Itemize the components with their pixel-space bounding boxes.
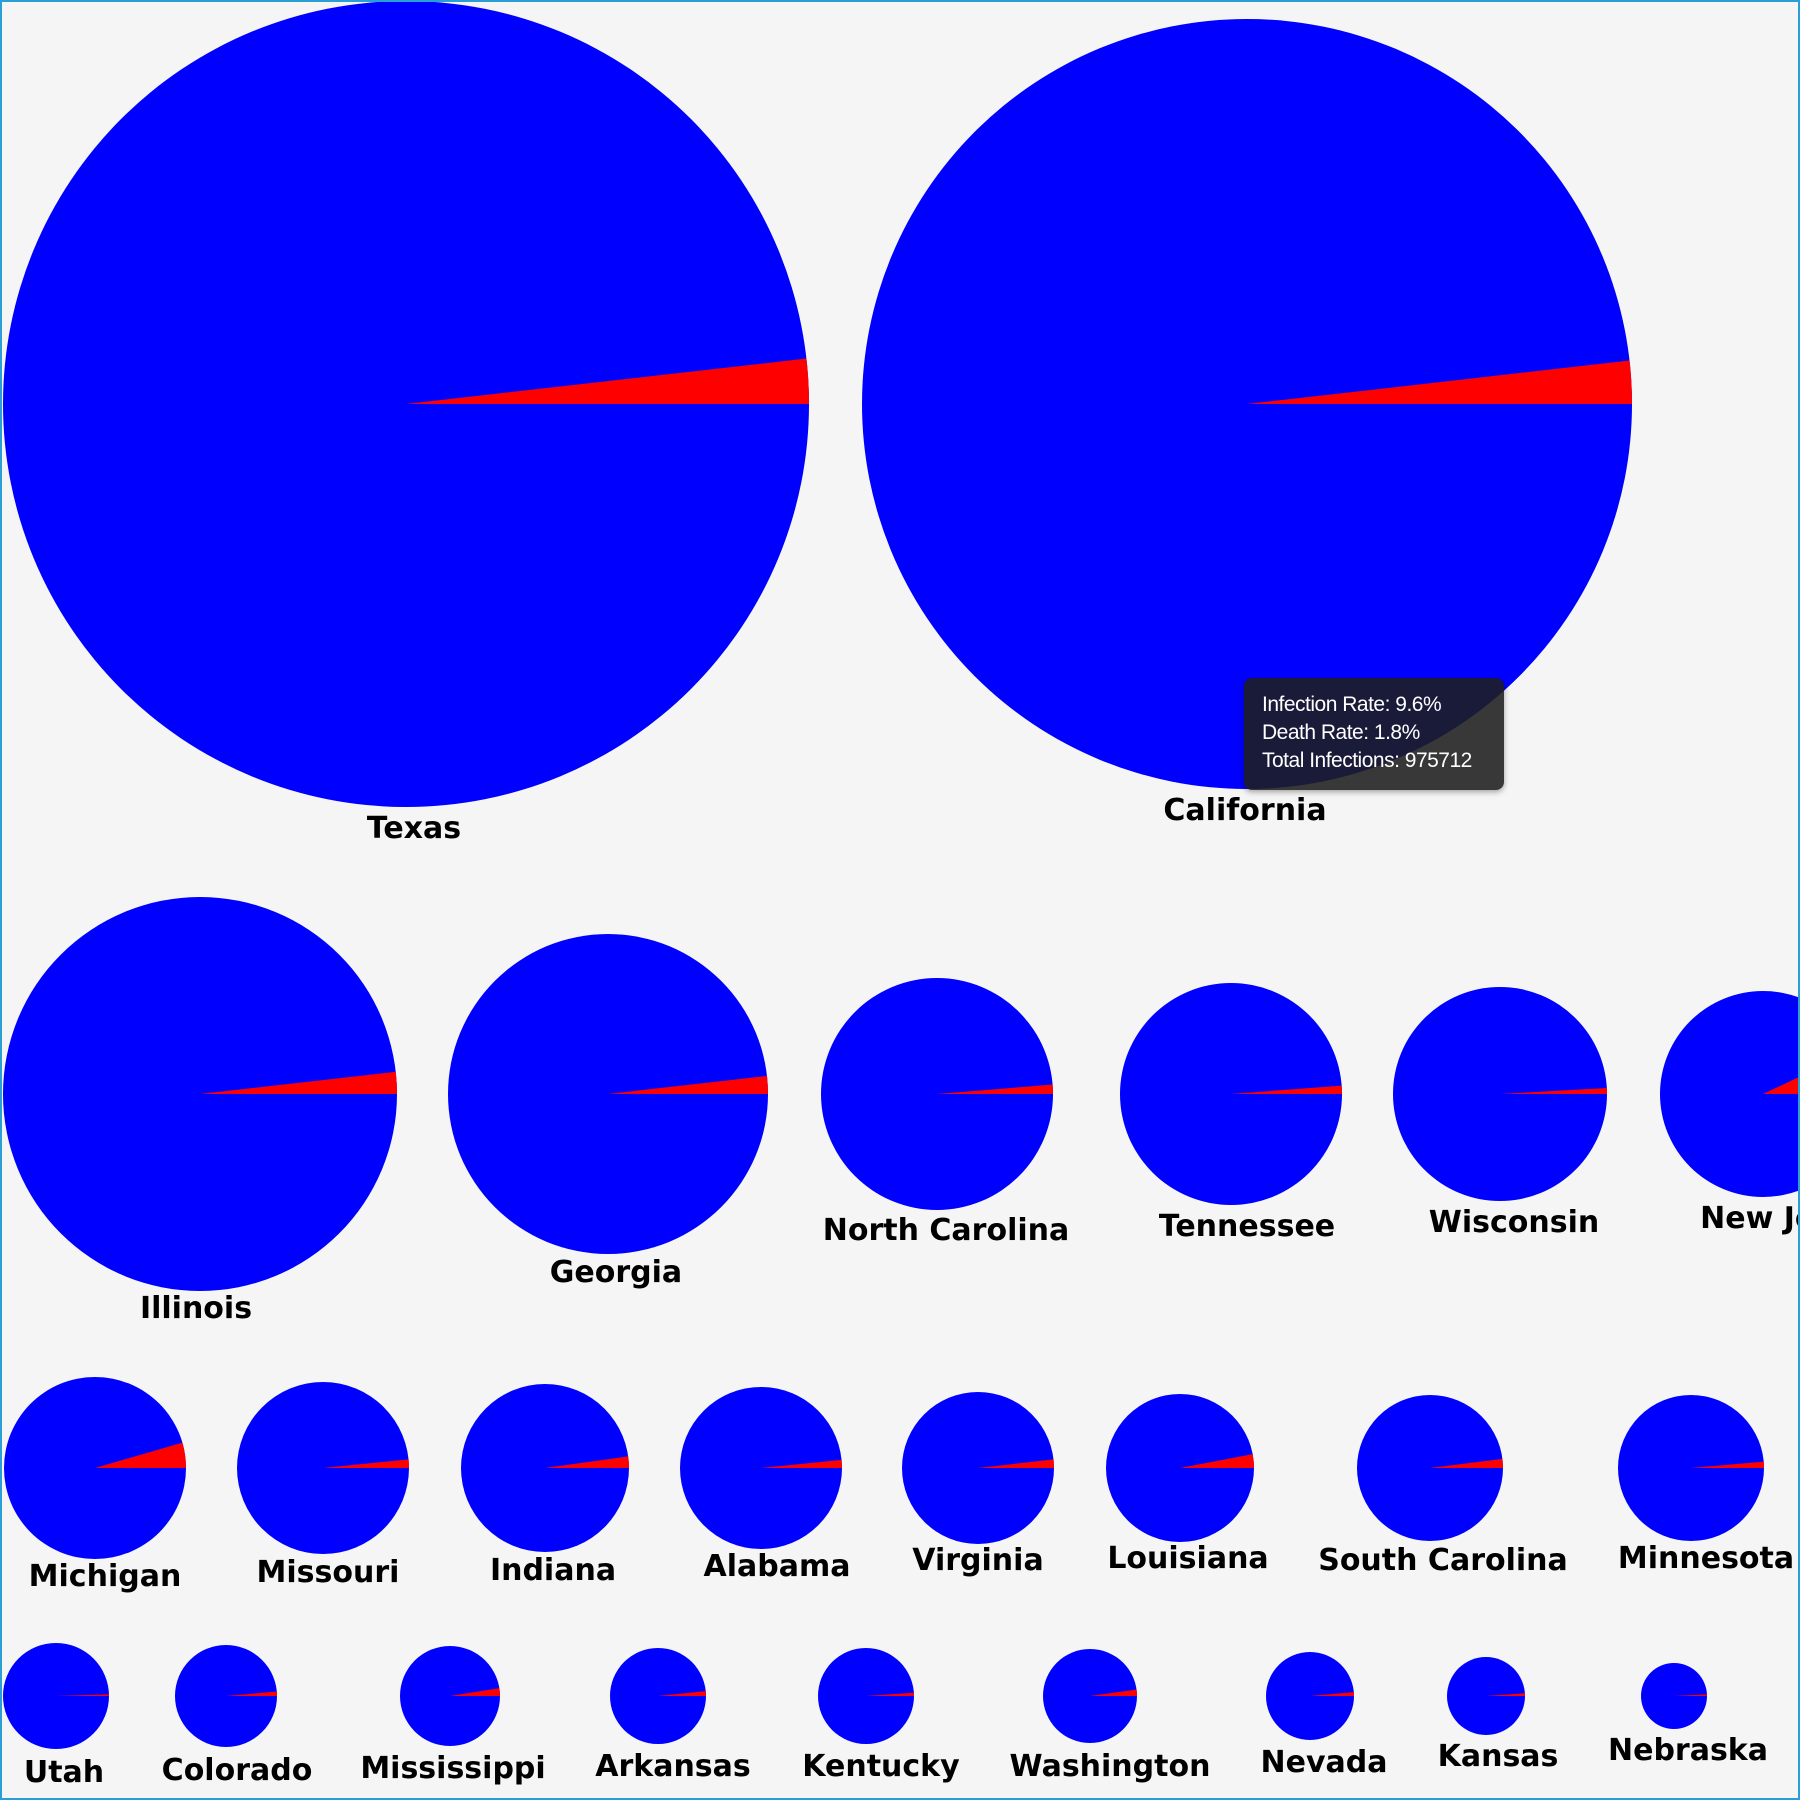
pie-texas[interactable]: Texas [3,2,809,846]
state-label-washington: Washington [1010,1749,1211,1784]
pie-georgia[interactable]: Georgia [448,934,768,1290]
state-label-new-jersey: New Jersey [1700,1201,1798,1236]
state-label-arkansas: Arkansas [595,1749,751,1784]
pie-wisconsin[interactable]: Wisconsin [1393,987,1607,1240]
state-label-nevada: Nevada [1261,1745,1388,1780]
pie-california[interactable]: California [862,19,1632,828]
pie-kansas[interactable]: Kansas [1438,1657,1559,1774]
pie-washington[interactable]: Washington [1010,1649,1211,1784]
state-label-south-carolina: South Carolina [1318,1543,1568,1578]
state-label-virginia: Virginia [912,1543,1043,1578]
pie-slice-deaths-washington[interactable] [1090,1689,1137,1696]
pie-slice-deaths-tennessee[interactable] [1231,1085,1342,1094]
pie-slice-deaths-louisiana[interactable] [1180,1454,1254,1468]
tooltip: Infection Rate: 9.6% Death Rate: 1.8% To… [1244,678,1504,790]
tooltip-total-infections: Total Infections: 975712 [1262,749,1472,772]
pie-slice-deaths-utah[interactable] [56,1694,109,1696]
pie-arkansas[interactable]: Arkansas [595,1648,751,1784]
state-label-kentucky: Kentucky [802,1749,960,1784]
pie-slice-deaths-north-carolina[interactable] [937,1084,1053,1094]
pie-slice-deaths-michigan[interactable] [95,1442,186,1468]
pie-tennessee[interactable]: Tennessee [1120,983,1342,1244]
state-label-california: California [1163,793,1326,828]
state-label-indiana: Indiana [490,1553,616,1588]
state-label-illinois: Illinois [140,1291,252,1326]
pie-slice-deaths-nebraska[interactable] [1674,1694,1707,1696]
pie-slice-deaths-texas[interactable] [406,358,809,404]
state-label-north-carolina: North Carolina [823,1213,1070,1248]
pie-virginia[interactable]: Virginia [902,1392,1054,1578]
pie-kentucky[interactable]: Kentucky [802,1648,960,1784]
pie-mississippi[interactable]: Mississippi [360,1646,546,1786]
state-label-michigan: Michigan [29,1559,182,1594]
state-label-louisiana: Louisiana [1107,1541,1268,1576]
pie-slice-deaths-georgia[interactable] [608,1075,768,1094]
pie-south-carolina[interactable]: South Carolina [1318,1395,1568,1578]
state-label-alabama: Alabama [704,1549,851,1584]
pie-slice-remaining-new-jersey[interactable] [1660,991,1798,1197]
pie-slice-deaths-wisconsin[interactable] [1500,1087,1607,1094]
pie-slice-deaths-kansas[interactable] [1486,1693,1526,1696]
pie-slice-deaths-indiana[interactable] [545,1456,629,1468]
state-label-kansas: Kansas [1438,1739,1559,1774]
pie-slice-remaining-texas[interactable] [3,2,809,807]
state-label-mississippi: Mississippi [360,1751,545,1786]
pie-slice-deaths-colorado[interactable] [226,1691,277,1696]
state-label-nebraska: Nebraska [1608,1733,1768,1768]
state-label-utah: Utah [24,1755,104,1790]
pie-slice-deaths-south-carolina[interactable] [1430,1458,1503,1468]
pie-north-carolina[interactable]: North Carolina [821,978,1069,1248]
pie-nevada[interactable]: Nevada [1261,1652,1388,1780]
state-label-wisconsin: Wisconsin [1429,1205,1599,1240]
pie-slice-deaths-new-jersey[interactable] [1763,1050,1798,1094]
pie-new-jersey[interactable]: New Jersey [1660,991,1798,1236]
pie-illinois[interactable]: Illinois [3,897,397,1326]
pie-slice-deaths-virginia[interactable] [978,1459,1054,1468]
pie-slice-deaths-arkansas[interactable] [658,1691,706,1696]
state-label-colorado: Colorado [162,1753,313,1788]
pie-slice-deaths-california[interactable] [1247,360,1632,404]
pie-alabama[interactable]: Alabama [680,1387,850,1584]
state-label-georgia: Georgia [550,1255,682,1290]
pie-michigan[interactable]: Michigan [4,1377,186,1594]
state-label-minnesota: Minnesota [1618,1541,1794,1576]
pie-slice-deaths-kentucky[interactable] [866,1692,915,1696]
pie-missouri[interactable]: Missouri [237,1382,409,1590]
pie-indiana[interactable]: Indiana [461,1384,629,1588]
tooltip-death-rate: Death Rate: 1.8% [1262,721,1420,744]
pie-slice-deaths-nevada[interactable] [1310,1692,1354,1696]
pie-slice-deaths-alabama[interactable] [761,1459,842,1468]
state-label-texas: Texas [367,811,461,846]
pie-slice-deaths-minnesota[interactable] [1691,1461,1764,1468]
tooltip-infection-rate: Infection Rate: 9.6% [1262,693,1442,716]
pie-slice-deaths-illinois[interactable] [200,1071,397,1094]
state-label-missouri: Missouri [257,1555,400,1590]
pie-minnesota[interactable]: Minnesota [1618,1395,1794,1576]
pie-nebraska[interactable]: Nebraska [1608,1663,1768,1768]
state-label-tennessee: Tennessee [1159,1209,1335,1244]
pie-louisiana[interactable]: Louisiana [1106,1394,1269,1576]
pie-utah[interactable]: Utah [3,1643,109,1790]
pie-colorado[interactable]: Colorado [162,1645,313,1788]
pie-slice-deaths-missouri[interactable] [323,1459,409,1468]
pie-slice-deaths-mississippi[interactable] [450,1688,500,1696]
